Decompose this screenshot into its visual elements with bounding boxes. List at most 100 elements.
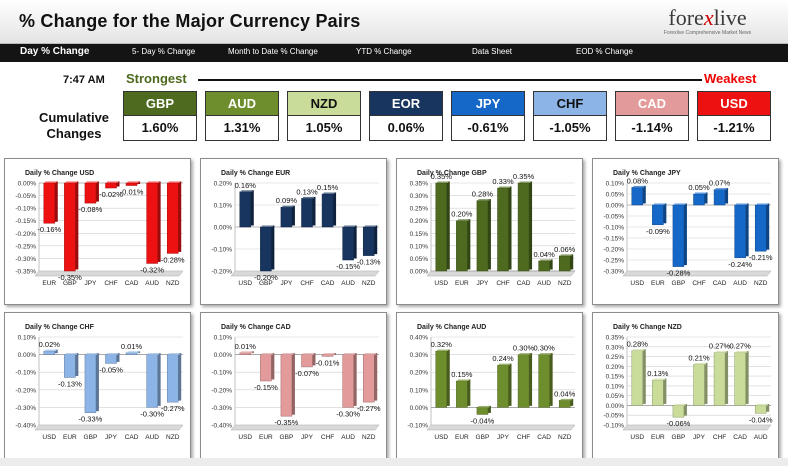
bar-side bbox=[570, 254, 574, 270]
bar-side bbox=[291, 353, 295, 415]
y-tick-label: 0.30% bbox=[410, 352, 429, 359]
tab-month-to-date[interactable]: Month to Date % Change bbox=[228, 47, 318, 56]
x-tick-label: GBP bbox=[672, 280, 686, 287]
bar-top bbox=[715, 188, 727, 190]
data-label: 0.28% bbox=[627, 340, 649, 349]
bar-side bbox=[271, 353, 275, 380]
bar-side bbox=[250, 190, 254, 226]
bar-side bbox=[178, 181, 182, 252]
y-tick-label: -0.20% bbox=[603, 247, 624, 254]
bar-top bbox=[695, 192, 706, 194]
x-tick-label: CAD bbox=[537, 434, 551, 441]
data-label: -0.09% bbox=[646, 227, 670, 236]
tab-data-sheet[interactable]: Data Sheet bbox=[472, 47, 513, 56]
chart-floor bbox=[34, 424, 184, 431]
bar bbox=[166, 182, 179, 254]
bar bbox=[558, 255, 571, 272]
bar-top bbox=[323, 192, 335, 194]
y-tick-label: -0.20% bbox=[15, 387, 36, 394]
data-label: 0.15% bbox=[451, 370, 473, 379]
y-tick-label: 0.10% bbox=[18, 335, 37, 342]
bar bbox=[476, 407, 489, 415]
bar bbox=[321, 193, 334, 228]
bar-side bbox=[549, 259, 553, 270]
bar-side bbox=[467, 379, 471, 406]
bar-top bbox=[364, 225, 376, 227]
x-tick-label: AUD bbox=[145, 434, 159, 441]
bar bbox=[84, 182, 97, 204]
x-tick-label: CHF bbox=[713, 434, 726, 441]
forexlive-logo[interactable]: forexlive Forexlive Comprehensive Market… bbox=[640, 7, 775, 39]
currency-cumulative-change: 1.05% bbox=[287, 116, 361, 141]
x-tick-label: CAD bbox=[125, 280, 139, 287]
logo-text-x: x bbox=[703, 5, 714, 30]
y-tick-label: -0.15% bbox=[15, 218, 36, 225]
bar-side bbox=[570, 398, 574, 406]
chart-floor bbox=[622, 424, 772, 431]
tab-ytd-change[interactable]: YTD % Change bbox=[356, 47, 412, 56]
bar bbox=[239, 352, 252, 355]
bar-top bbox=[282, 353, 294, 355]
bar-side bbox=[745, 351, 749, 404]
x-tick-label: GBP bbox=[259, 280, 273, 287]
bar-top bbox=[457, 379, 469, 381]
bar bbox=[43, 350, 56, 355]
currency-card-gbp: GBP 1.60% bbox=[123, 91, 197, 141]
tab-5-day-change[interactable]: 5- Day % Change bbox=[132, 47, 196, 56]
chart-title: Daily % Change CAD bbox=[221, 324, 291, 331]
x-tick-label: JPY bbox=[105, 434, 118, 441]
y-tick-label: -0.30% bbox=[603, 269, 624, 276]
bar-side bbox=[446, 181, 450, 270]
bar-side bbox=[291, 205, 295, 226]
bar-side bbox=[663, 378, 667, 404]
y-tick-label: -0.10% bbox=[603, 225, 624, 232]
chart-panel-cad: Daily % Change CAD 0.10% 0.00% -0.10% -0.20%… bbox=[200, 312, 387, 459]
bar bbox=[435, 182, 448, 272]
header-bar: % Change for the Major Currency Pairs fo… bbox=[0, 0, 788, 44]
data-label: 0.13% bbox=[296, 187, 318, 196]
bar-top bbox=[499, 186, 510, 189]
y-tick-label: -0.30% bbox=[15, 256, 36, 263]
y-tick-label: -0.05% bbox=[15, 193, 36, 200]
timestamp: 7:47 AM bbox=[63, 74, 105, 86]
x-tick-label: USD bbox=[630, 434, 644, 441]
x-tick-label: JPY bbox=[476, 280, 489, 287]
bar-top bbox=[674, 203, 686, 205]
tab-eod-change[interactable]: EOD % Change bbox=[576, 47, 633, 56]
bar bbox=[672, 204, 685, 267]
bar-top bbox=[127, 351, 139, 353]
chart-title: Daily % Change JPY bbox=[613, 170, 681, 177]
y-tick-label: 0.00% bbox=[214, 352, 233, 359]
bar-top bbox=[323, 353, 335, 355]
currency-name: NZD bbox=[287, 91, 361, 116]
bar bbox=[239, 191, 252, 228]
bar-side bbox=[95, 353, 99, 412]
bar bbox=[631, 187, 644, 206]
bar bbox=[754, 204, 767, 252]
currency-cumulative-change: -1.14% bbox=[615, 116, 689, 141]
tab-day-change[interactable]: Day % Change bbox=[20, 46, 90, 57]
x-tick-label: USD bbox=[434, 280, 448, 287]
data-label: 0.27% bbox=[730, 342, 752, 351]
bar-top bbox=[519, 181, 531, 183]
bar-top bbox=[107, 353, 118, 355]
bar bbox=[321, 354, 334, 357]
bar bbox=[166, 354, 179, 403]
x-tick-label: CHF bbox=[692, 280, 705, 287]
y-tick-label: 0.35% bbox=[410, 181, 429, 188]
data-label: 0.32% bbox=[431, 340, 453, 349]
x-tick-label: NZD bbox=[166, 280, 180, 287]
chart-panel-gbp: Daily % Change GBP 0.35% 0.30% 0.25% 0.20% 0.… bbox=[396, 158, 583, 305]
data-label: -0.28% bbox=[667, 269, 691, 278]
x-tick-label: EUR bbox=[455, 280, 469, 287]
bar-top bbox=[756, 203, 768, 205]
y-tick-label: -0.25% bbox=[603, 258, 624, 265]
x-tick-label: NZD bbox=[166, 434, 180, 441]
currency-cumulative-change: -1.05% bbox=[533, 116, 607, 141]
data-label: -0.02% bbox=[99, 190, 123, 199]
data-label: 0.33% bbox=[492, 177, 514, 186]
bar bbox=[476, 200, 489, 272]
data-label: -0.20% bbox=[254, 273, 278, 282]
bar bbox=[734, 352, 746, 406]
y-tick-label: -0.20% bbox=[211, 269, 232, 276]
